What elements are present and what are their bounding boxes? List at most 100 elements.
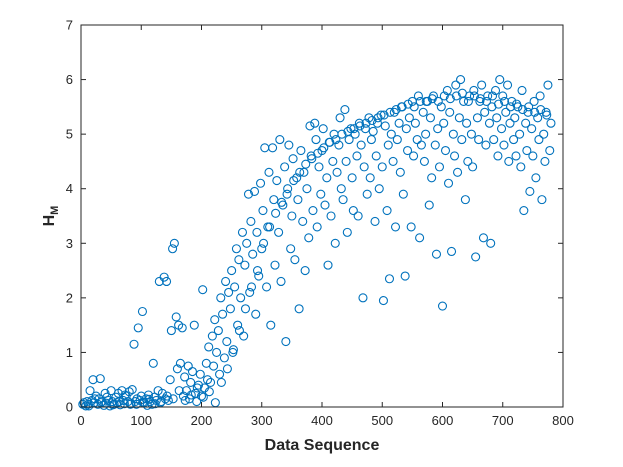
data-point xyxy=(421,129,431,139)
data-point xyxy=(137,306,148,317)
x-axis-label: Data Sequence xyxy=(265,437,380,454)
data-point xyxy=(334,140,344,150)
data-point xyxy=(198,392,208,402)
data-point xyxy=(166,326,176,336)
x-tick-label: 400 xyxy=(311,413,333,428)
data-point xyxy=(349,124,359,134)
data-point xyxy=(78,399,88,409)
data-point xyxy=(509,135,519,145)
data-point xyxy=(415,96,425,106)
data-point xyxy=(307,154,317,164)
data-point xyxy=(449,151,460,161)
data-point xyxy=(446,246,457,257)
data-point xyxy=(243,189,254,199)
data-point xyxy=(288,154,298,164)
data-point xyxy=(312,222,322,232)
data-point xyxy=(519,205,529,216)
data-point xyxy=(451,91,461,101)
data-point xyxy=(246,282,257,292)
data-point xyxy=(342,227,352,237)
x-tick-label: 600 xyxy=(432,413,454,428)
data-point xyxy=(522,145,532,156)
data-point xyxy=(499,140,509,150)
y-axis-label-main: H xyxy=(41,215,58,227)
data-point xyxy=(412,135,422,145)
data-point xyxy=(240,260,250,270)
data-point xyxy=(524,102,534,112)
y-tick-label: 6 xyxy=(66,72,73,87)
x-tick-label: 0 xyxy=(77,413,84,428)
data-point xyxy=(234,326,245,336)
data-point xyxy=(186,377,196,387)
x-tick-label: 100 xyxy=(130,413,152,428)
data-point xyxy=(512,99,522,109)
data-point xyxy=(403,145,413,156)
y-tick-label: 4 xyxy=(66,181,73,196)
data-point xyxy=(162,391,172,401)
data-point xyxy=(362,189,372,199)
data-point xyxy=(495,75,505,85)
data-point xyxy=(196,391,207,401)
data-point xyxy=(183,361,193,371)
data-point xyxy=(466,129,476,139)
data-point xyxy=(300,266,310,276)
data-point xyxy=(368,126,378,136)
data-point xyxy=(308,205,318,216)
data-point xyxy=(245,287,255,297)
data-point xyxy=(543,80,553,90)
data-point xyxy=(376,110,386,120)
data-point xyxy=(529,96,539,106)
tick-labels: 0 100 200 300 400 500 600 700 800 0 1 2 3 4 5 6 7 xyxy=(66,18,574,429)
data-point xyxy=(427,173,437,183)
data-point xyxy=(332,167,342,177)
data-point xyxy=(406,222,416,232)
data-point xyxy=(490,85,501,96)
data-point xyxy=(260,143,270,153)
data-point xyxy=(330,238,340,248)
data-point xyxy=(240,304,251,314)
y-tick-label: 7 xyxy=(66,18,73,33)
data-point xyxy=(95,374,105,384)
data-point xyxy=(545,145,555,156)
data-point xyxy=(364,113,374,123)
data-point xyxy=(304,233,314,243)
data-point xyxy=(418,107,428,117)
data-point xyxy=(356,140,366,150)
data-point xyxy=(365,173,375,183)
data-point xyxy=(314,162,324,172)
data-point xyxy=(144,394,154,404)
data-point xyxy=(319,143,329,153)
data-point xyxy=(310,118,320,128)
data-point xyxy=(361,118,371,128)
data-point xyxy=(463,156,473,166)
data-point xyxy=(505,118,515,128)
data-point xyxy=(259,238,269,248)
data-point xyxy=(209,361,219,371)
data-point xyxy=(348,205,358,216)
data-point xyxy=(133,323,143,333)
data-point xyxy=(224,287,234,297)
data-point xyxy=(360,124,370,134)
data-point xyxy=(493,151,503,161)
y-tick-label: 2 xyxy=(66,290,73,305)
data-point xyxy=(487,91,498,101)
data-point xyxy=(88,375,98,385)
data-point xyxy=(231,244,241,254)
data-point xyxy=(180,395,190,406)
data-point xyxy=(415,233,425,243)
data-point xyxy=(138,397,148,407)
data-point xyxy=(287,211,297,221)
data-point xyxy=(481,96,492,106)
y-tick-label: 5 xyxy=(66,127,73,142)
data-point xyxy=(535,91,545,101)
data-point xyxy=(367,115,377,126)
data-point xyxy=(120,390,130,400)
data-point xyxy=(257,244,267,254)
data-point xyxy=(337,129,347,139)
data-point xyxy=(305,121,315,131)
data-point xyxy=(213,326,223,336)
data-point xyxy=(378,296,389,306)
data-point xyxy=(371,151,381,161)
data-point xyxy=(430,140,440,150)
data-point xyxy=(202,375,213,385)
